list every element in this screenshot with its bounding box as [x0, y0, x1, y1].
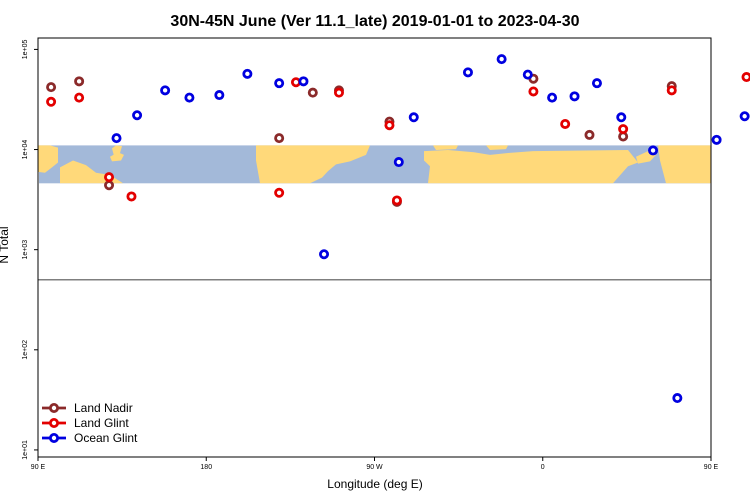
- x-tick-label: 180: [200, 464, 212, 471]
- land-glint-point: [560, 118, 571, 129]
- map-land-7: [486, 145, 508, 150]
- y-tick-label: 1e+05: [22, 39, 29, 59]
- ocean-glint-point: [496, 54, 507, 65]
- land-nadir-point: [104, 180, 115, 191]
- legend-label-ocean-glint: Ocean Glint: [74, 431, 138, 445]
- land-nadir-point: [274, 133, 285, 144]
- land-glint-point: [274, 187, 285, 198]
- land-glint-point: [666, 85, 677, 96]
- ocean-glint-point: [672, 393, 683, 404]
- y-tick-label: 1e+01: [22, 440, 29, 460]
- x-axis-ticks: 90 E 180 90 W 0 90 E: [31, 457, 719, 471]
- map-land-4: [256, 145, 370, 184]
- land-glint-point: [46, 96, 57, 107]
- map-land-0: [38, 145, 58, 173]
- x-tick-label: 90 E: [704, 464, 719, 471]
- ocean-glint-point: [648, 145, 659, 156]
- land-nadir-point: [307, 87, 318, 98]
- land-nadir-point: [74, 76, 85, 87]
- land-nadir-point: [46, 82, 57, 93]
- map-land-10: [658, 145, 711, 184]
- land-glint-point: [391, 195, 402, 206]
- legend-marker-land-nadir: [49, 402, 60, 413]
- ocean-glint-point: [522, 69, 533, 80]
- legend-marker-land-glint: [49, 417, 60, 428]
- ocean-glint-point: [393, 157, 404, 168]
- x-tick-label: 90 W: [366, 464, 383, 471]
- y-tick-label: 1e+02: [22, 340, 29, 360]
- ocean-glint-point: [462, 67, 473, 78]
- y-tick-label: 1e+04: [22, 140, 29, 160]
- map-land-5: [424, 149, 638, 184]
- ocean-glint-point: [111, 133, 122, 144]
- map-land-6: [433, 145, 458, 150]
- chart-title: 30N-45N June (Ver 11.1_late) 2019-01-01 …: [170, 13, 579, 30]
- ocean-glint-point: [298, 76, 309, 87]
- land-glint-point: [741, 72, 750, 83]
- ocean-glint-point: [132, 110, 143, 121]
- x-tick-label: 90 E: [31, 464, 46, 471]
- data-points: [46, 54, 750, 404]
- ocean-glint-point: [242, 68, 253, 79]
- ocean-glint-point: [569, 91, 580, 102]
- map-band: [38, 145, 711, 184]
- y-tick-label: 1e+03: [22, 240, 29, 260]
- ocean-glint-point: [711, 134, 722, 145]
- ocean-glint-point: [408, 112, 419, 123]
- land-glint-point: [333, 87, 344, 98]
- y-axis-ticks: 1e+01 1e+02 1e+03 1e+04 1e+05: [22, 39, 38, 460]
- ocean-glint-point: [214, 90, 225, 101]
- legend-label-land-nadir: Land Nadir: [74, 401, 133, 415]
- ocean-glint-point: [274, 78, 285, 89]
- map-land-8: [600, 156, 624, 178]
- land-glint-point: [104, 172, 115, 183]
- ocean-glint-point: [184, 92, 195, 103]
- legend-marker-ocean-glint: [49, 432, 60, 443]
- ocean-glint-point: [319, 249, 330, 260]
- ocean-glint-point: [160, 85, 171, 96]
- land-glint-point: [384, 120, 395, 131]
- land-glint-point: [528, 86, 539, 97]
- legend-label-land-glint: Land Glint: [74, 416, 129, 430]
- land-glint-point: [74, 92, 85, 103]
- y-axis-label: N Total: [0, 226, 11, 263]
- land-glint-point: [618, 124, 629, 135]
- map-land-2: [112, 145, 122, 157]
- x-tick-label: 0: [541, 464, 545, 471]
- ocean-glint-point: [616, 112, 627, 123]
- land-nadir-point: [584, 129, 595, 140]
- ocean-glint-point: [591, 78, 602, 89]
- x-axis-label: Longitude (deg E): [327, 477, 422, 491]
- land-glint-point: [290, 77, 301, 88]
- ocean-glint-point: [739, 111, 750, 122]
- ocean-glint-point: [547, 92, 558, 103]
- map-land-3: [110, 152, 124, 162]
- plot-frame: [37, 37, 712, 458]
- land-glint-point: [126, 191, 137, 202]
